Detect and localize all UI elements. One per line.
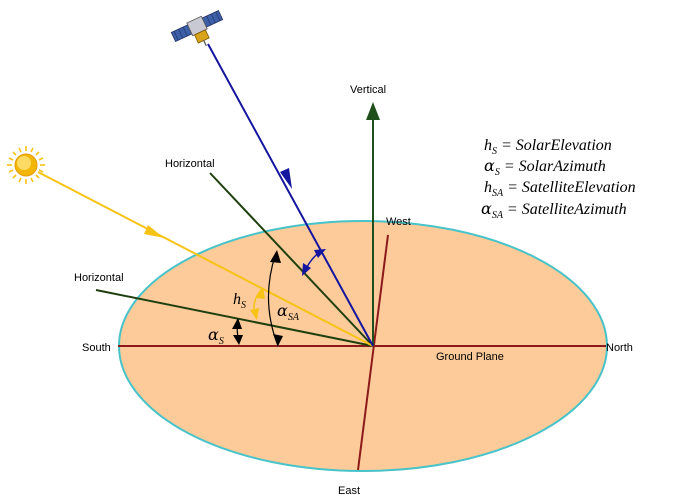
- angle-label-alpha-s: αS: [208, 325, 224, 347]
- sun-ray-arrowhead: [144, 225, 164, 238]
- alpha-sa-arrow-bottom: [273, 334, 283, 346]
- label-horizontal-lower: Horizontal: [74, 272, 124, 284]
- label-east: East: [338, 485, 360, 497]
- horizontal-line-upper: [209, 172, 374, 347]
- east-west-axis: [357, 234, 389, 471]
- sun-icon: [7, 146, 45, 184]
- label-west: West: [386, 216, 411, 228]
- legend: hS = SolarElevation αS = SolarAzimuth hSA =…: [481, 137, 636, 221]
- alpha-sa-arrow-top: [270, 250, 281, 263]
- legend-row-satellite-elevation: hSA = SatelliteElevation: [484, 179, 636, 199]
- satellite-ray: [207, 43, 374, 347]
- vertical-arrowhead: [366, 102, 380, 120]
- h-sa-arrow-top: [314, 249, 326, 258]
- label-vertical: Vertical: [350, 84, 386, 96]
- h-s-arrow-top: [256, 287, 265, 299]
- satellite-icon: [170, 9, 224, 47]
- label-horizontal-upper: Horizontal: [165, 158, 215, 170]
- legend-row-satellite-azimuth: αSA = SatelliteAzimuth: [481, 199, 627, 221]
- sun-ray: [37, 171, 374, 347]
- legend-row-solar-elevation: hS = SolarElevation: [484, 137, 612, 157]
- horizontal-line-lower: [95, 289, 374, 347]
- alpha-s-arrow-bottom: [233, 335, 243, 345]
- angle-label-h-s: hS: [233, 291, 246, 311]
- legend-row-solar-azimuth: αS = SolarAzimuth: [484, 156, 606, 178]
- h-sa-arrow-bottom: [302, 263, 311, 276]
- angle-label-alpha-sa: αSA: [277, 301, 300, 323]
- label-ground-plane: Ground Plane: [436, 351, 504, 363]
- alpha-s-arrow-top: [232, 318, 242, 329]
- label-south: South: [82, 342, 111, 354]
- label-north: North: [606, 342, 633, 354]
- satellite-ray-arrowhead: [280, 168, 292, 189]
- h-s-arrow-bottom: [250, 308, 259, 320]
